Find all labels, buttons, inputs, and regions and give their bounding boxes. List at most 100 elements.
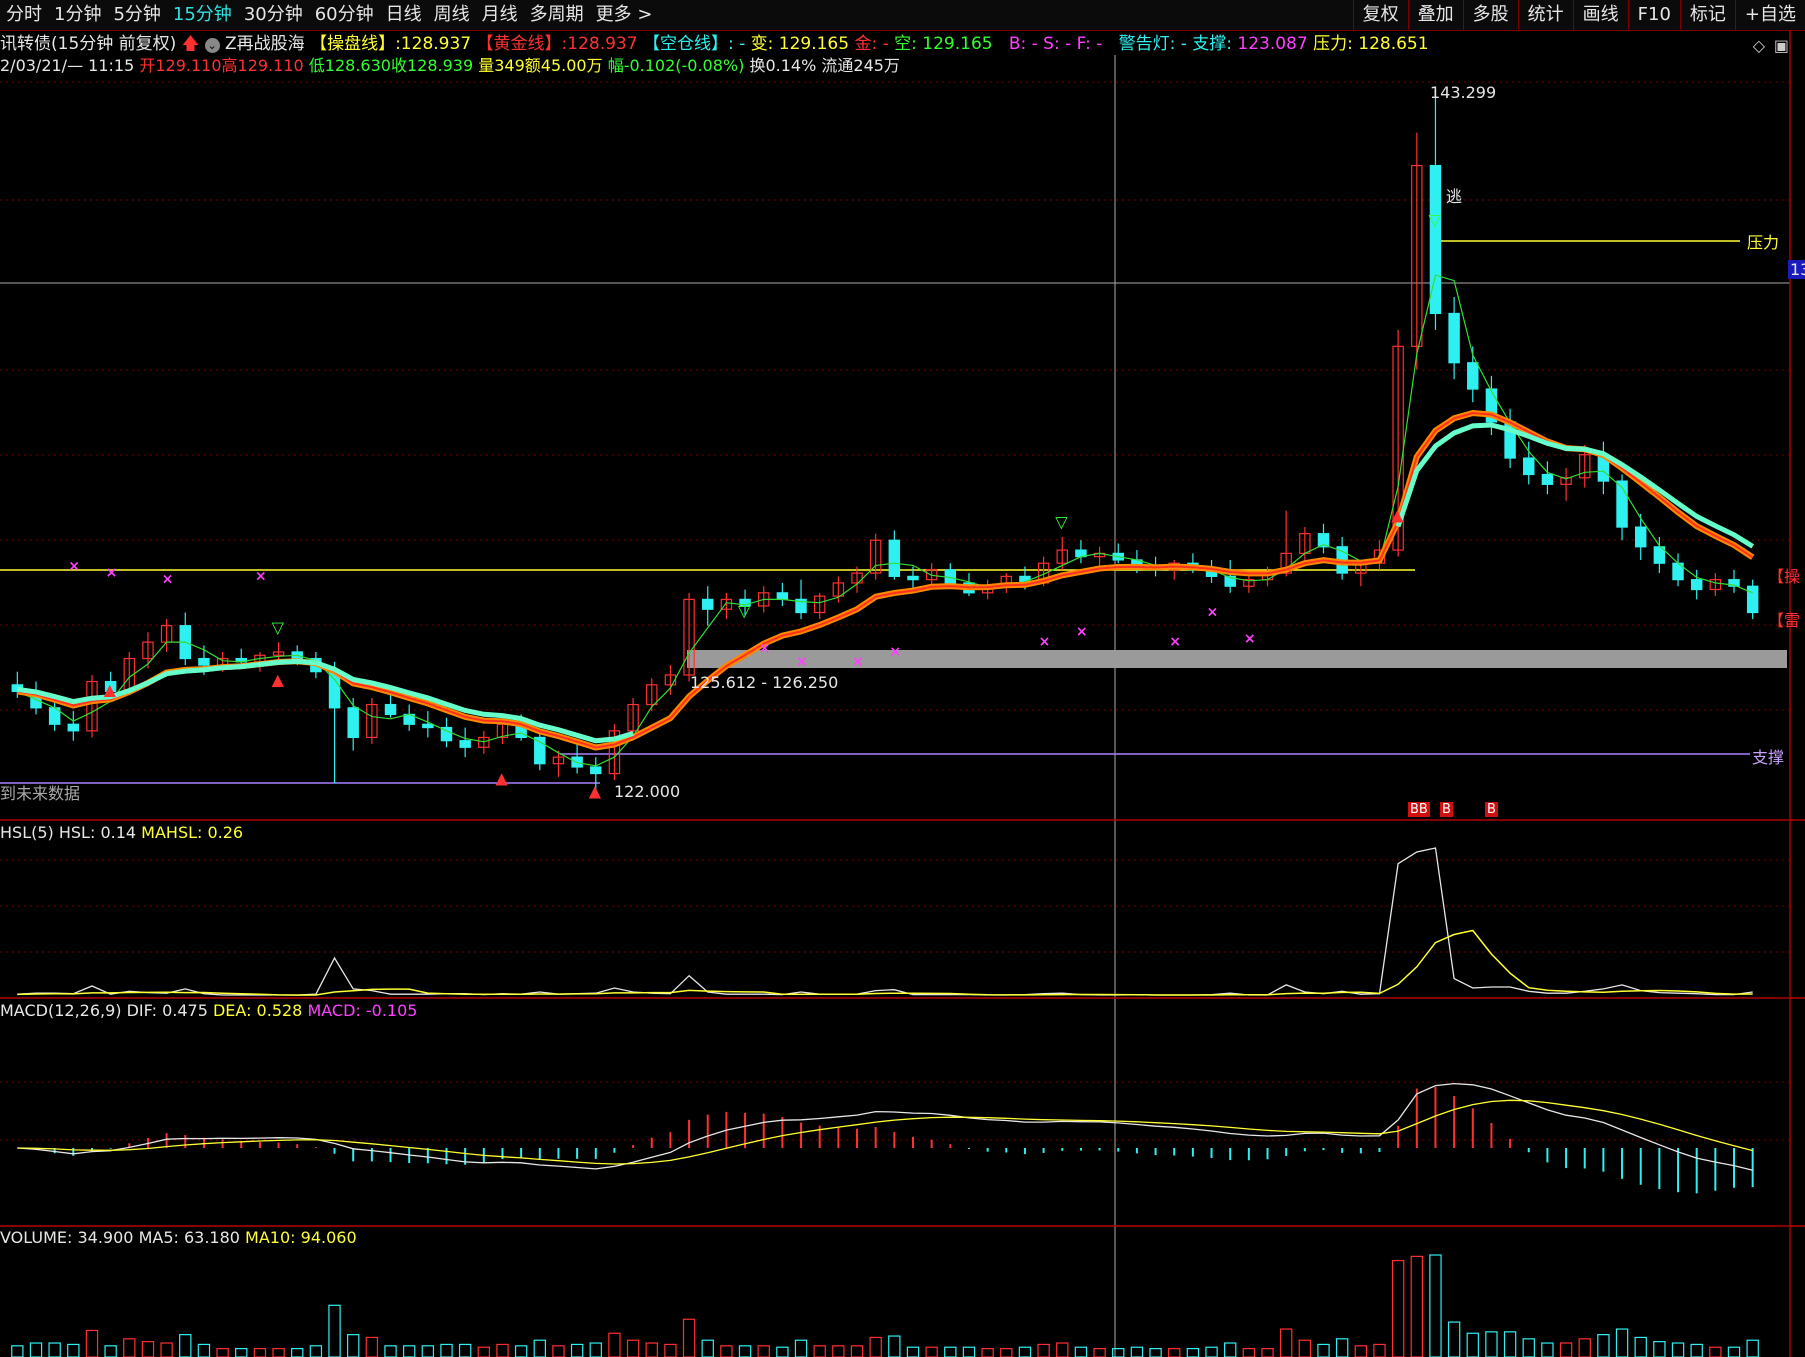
volume-bar <box>1466 1332 1479 1357</box>
tab-period[interactable]: 30分钟 <box>243 4 303 25</box>
candle-body <box>925 569 938 581</box>
volume-bar <box>1541 1342 1554 1357</box>
volume-bar <box>365 1336 379 1357</box>
signal-x-marker: × <box>796 654 808 670</box>
candle-body <box>646 684 658 706</box>
volume-bar <box>347 1334 360 1357</box>
volume-bar <box>1503 1331 1517 1357</box>
tab-period[interactable]: 日线 <box>385 4 422 25</box>
sub-panels <box>11 847 1759 1357</box>
volume-bar <box>1634 1336 1647 1357</box>
tab-more[interactable]: 更多 > <box>595 4 653 25</box>
tab-period-active[interactable]: 15分钟 <box>172 4 232 25</box>
volume-bar <box>925 1346 938 1357</box>
pressure-tag: 压力 <box>1747 233 1780 252</box>
bar-turnover: 换0.14% <box>749 56 817 75</box>
caopan-line <box>16 409 1755 751</box>
volume-bar <box>85 1329 99 1357</box>
candle-body <box>1280 552 1292 574</box>
volume-bar <box>421 1345 435 1357</box>
volume-bar <box>738 1345 752 1357</box>
volume-bar <box>1074 1346 1088 1357</box>
volume-bar <box>1690 1343 1703 1357</box>
diamond-icon[interactable]: ◇ <box>1752 36 1765 55</box>
buy-arrow-icon: ▲ <box>495 769 508 788</box>
overlay-button[interactable]: 叠加 <box>1407 0 1463 30</box>
volume-bar <box>496 1343 509 1357</box>
volume-bar <box>1224 1342 1237 1357</box>
volume-bar <box>141 1341 155 1357</box>
toolbar-right: 复权 叠加 多股 统计 画线 F10 标记 +自选 <box>1352 0 1805 30</box>
candle-body <box>1746 585 1759 614</box>
signal-markers: × × × × × × × × × × × × × ▲ ▲ ▲ ▲ ▲ ▽ ▽ ▽ ▽ <box>68 210 1441 800</box>
volume-bar <box>1093 1348 1106 1357</box>
multi-stock-button[interactable]: 多股 <box>1462 0 1518 30</box>
volume-panel-header: VOLUME: 34.900 MA5: 63.180 MA10: 94.060 <box>0 1227 357 1249</box>
candle-body <box>142 641 154 660</box>
volume-bar <box>402 1345 416 1357</box>
volume-bar <box>328 1304 341 1357</box>
volume-bar <box>1671 1342 1685 1357</box>
f10-button[interactable]: F10 <box>1627 0 1680 30</box>
volume-bar <box>981 1348 994 1357</box>
volume-bar <box>1727 1346 1741 1357</box>
candle-body <box>347 707 359 739</box>
sell-arrow-icon: ▽ <box>1055 513 1068 532</box>
signal-x-marker: × <box>68 559 80 575</box>
volume-bar <box>29 1342 43 1357</box>
signal-x-marker: × <box>1039 634 1051 650</box>
volume-bar <box>514 1345 528 1357</box>
tab-period[interactable]: 月线 <box>481 4 518 25</box>
macd-panel-header: MACD(12,26,9) DIF: 0.475 DEA: 0.528 MACD… <box>0 1000 417 1022</box>
kongcang-line <box>16 422 1755 744</box>
mark-button[interactable]: 标记 <box>1679 0 1735 30</box>
volume-bar <box>869 1336 882 1357</box>
volume-name[interactable]: VOLUME: 34.900 <box>0 1228 134 1247</box>
tab-period[interactable]: 分时 <box>6 4 42 25</box>
candle-body <box>552 756 565 765</box>
candle-body <box>776 592 789 600</box>
volume-bar <box>179 1334 192 1357</box>
volume-bar <box>272 1348 285 1357</box>
volume-bar <box>832 1345 845 1357</box>
add-watchlist-button[interactable]: +自选 <box>1734 0 1805 30</box>
bsf-label: B: - S: - F: - <box>1008 34 1103 54</box>
volume-bar <box>1149 1348 1162 1357</box>
volume-bar <box>589 1342 602 1357</box>
kong-label: 空: <box>894 34 923 54</box>
security-title[interactable]: 讯转债(15分钟 前复权) <box>0 34 177 54</box>
candle-body <box>86 680 98 732</box>
buy-arrow-icon: ▲ <box>1391 506 1404 525</box>
tab-period[interactable]: 1分钟 <box>54 4 102 25</box>
jin-label: 金: - <box>854 34 889 54</box>
volume-bar <box>645 1342 658 1357</box>
high-price-label: 143.299 <box>1430 83 1497 102</box>
tab-period[interactable]: 多周期 <box>529 4 584 25</box>
volume-bar <box>626 1339 640 1357</box>
tab-period[interactable]: 5分钟 <box>113 4 161 25</box>
fuquan-button[interactable]: 复权 <box>1352 0 1408 30</box>
candle-body <box>272 651 285 656</box>
moving-average-lines <box>16 274 1755 767</box>
indicator-name[interactable]: Z再战股海 <box>225 34 305 54</box>
macd-name[interactable]: MACD(12,26,9) <box>0 1001 122 1020</box>
warn-label: 警告灯: - <box>1118 34 1187 54</box>
signal-x-marker: × <box>255 568 267 584</box>
pressure-value: 128.651 <box>1358 34 1429 54</box>
draw-button[interactable]: 画线 <box>1572 0 1628 30</box>
right-tag-lei: 【雷 <box>1768 611 1801 630</box>
candle-body <box>907 575 919 581</box>
volume-bar <box>67 1343 80 1357</box>
tab-period[interactable]: 60分钟 <box>314 4 374 25</box>
candle-body <box>888 539 901 577</box>
window-icon[interactable]: ▣ <box>1773 36 1789 55</box>
volume-bar <box>291 1348 304 1357</box>
volume-bar <box>776 1346 789 1357</box>
tab-period[interactable]: 周线 <box>433 4 470 25</box>
candle-body <box>1728 579 1740 587</box>
candle-body <box>1690 579 1703 591</box>
hsl-name[interactable]: HSL(5) <box>0 823 54 842</box>
dropdown-icon[interactable]: ⌄ <box>204 38 220 53</box>
stats-button[interactable]: 统计 <box>1517 0 1573 30</box>
